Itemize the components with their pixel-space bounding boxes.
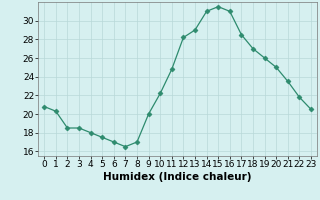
- X-axis label: Humidex (Indice chaleur): Humidex (Indice chaleur): [103, 172, 252, 182]
